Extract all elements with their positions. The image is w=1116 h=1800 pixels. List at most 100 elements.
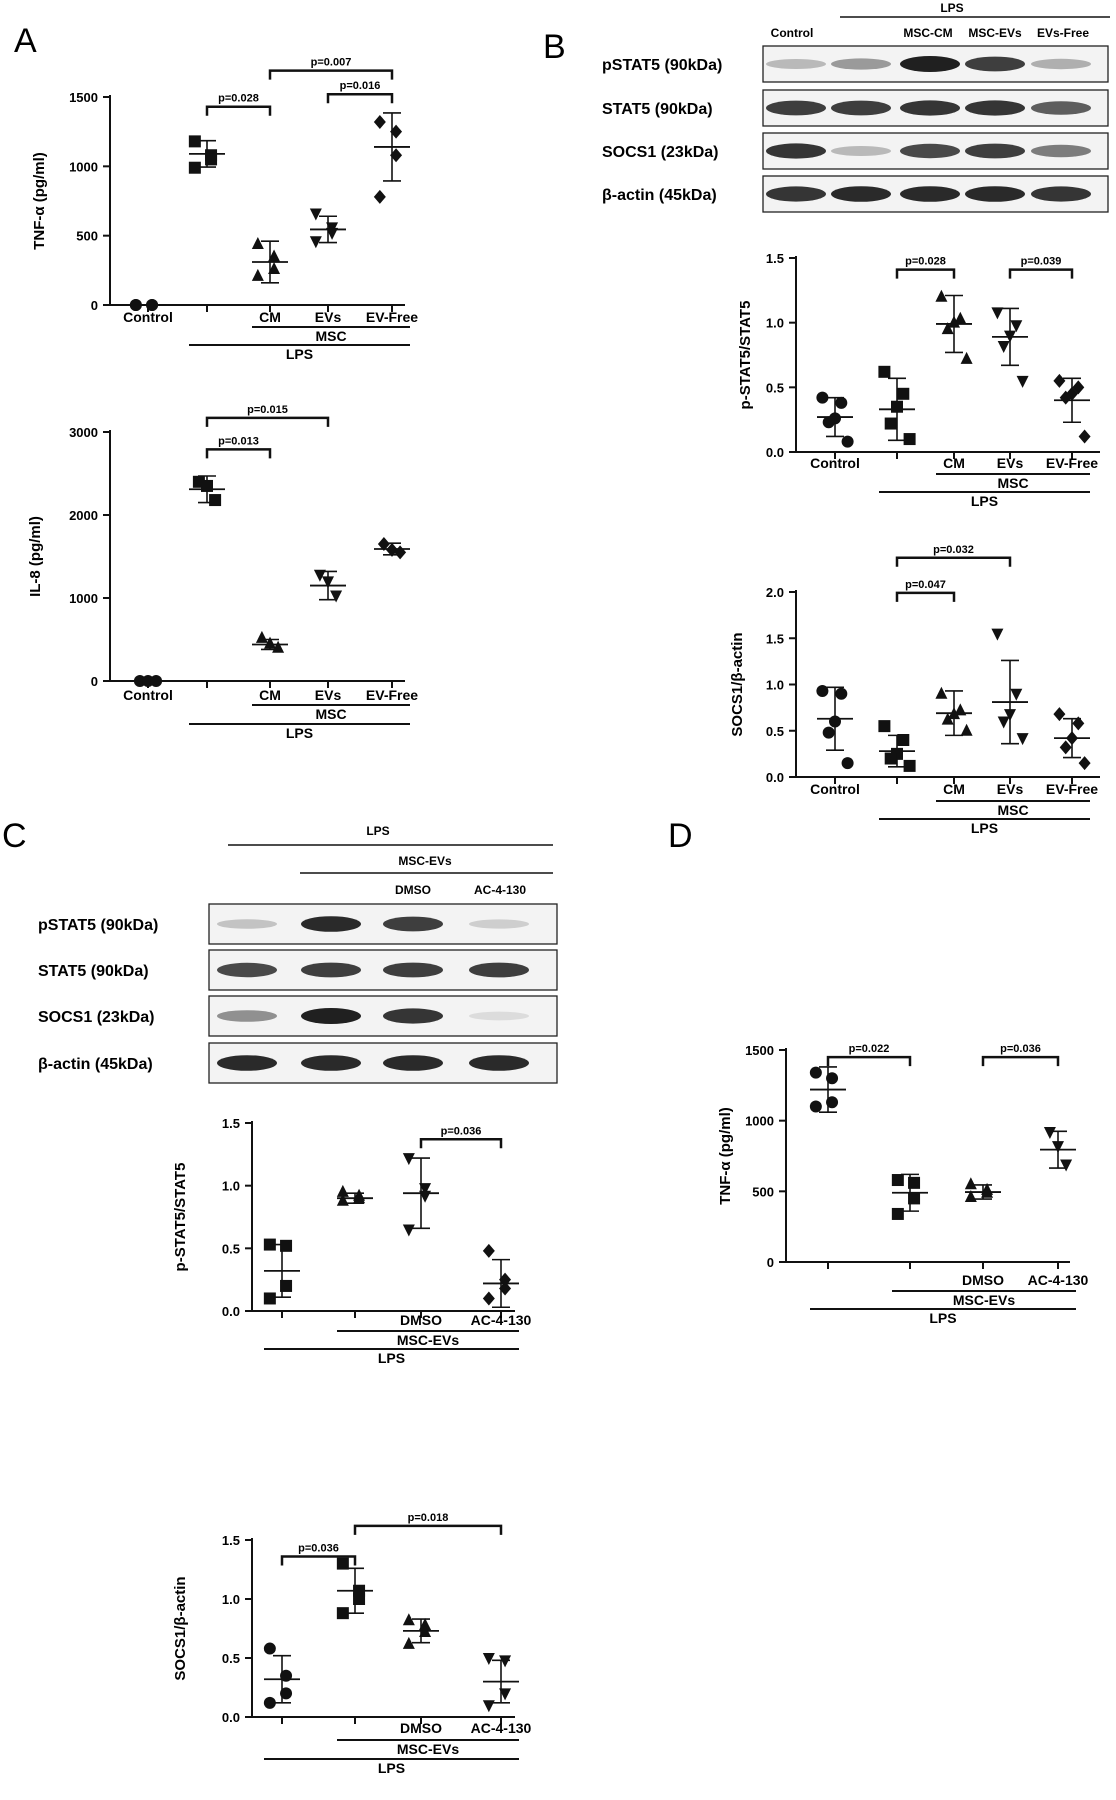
data-point [251, 268, 264, 281]
blot-band [1031, 186, 1091, 202]
data-point [499, 1281, 512, 1296]
y-axis-label: TNF-α (pg/ml) [717, 1107, 734, 1205]
data-point [878, 720, 891, 733]
blot-b-header: LPS Control MSC-CM MSC-EVs EVs-Free [771, 1, 1110, 40]
p-value-label: p=0.047 [905, 579, 946, 591]
significance-bracket [205, 448, 272, 459]
lps-header: LPS [366, 824, 389, 838]
group-3 [1040, 1126, 1076, 1172]
data-point [948, 315, 960, 328]
data-point [954, 311, 967, 324]
data-point [353, 1191, 366, 1204]
group-0 [816, 391, 854, 448]
y-tick-label: 0.5 [766, 724, 784, 739]
blot-band [217, 1055, 277, 1071]
data-point [997, 716, 1010, 729]
blot-band [469, 919, 529, 929]
treatment-label: MSC [315, 328, 346, 344]
blot-band [383, 916, 443, 932]
data-point [419, 1617, 432, 1630]
x-group-label: Control [810, 781, 860, 797]
panel-label-b: B [543, 28, 566, 66]
data-point [150, 675, 163, 687]
blot-band [900, 143, 960, 159]
lane-label: MSC-CM [903, 26, 952, 40]
data-point [419, 1625, 432, 1638]
y-tick-label: 1.0 [766, 678, 784, 693]
data-point [263, 1696, 276, 1709]
data-point [1016, 375, 1029, 388]
blot-band [383, 962, 443, 978]
blot-band [831, 100, 891, 116]
data-point [482, 1243, 495, 1258]
p-value-label: p=0.028 [905, 256, 946, 268]
group-0 [816, 684, 854, 770]
blot-row [208, 1042, 558, 1084]
data-point [835, 687, 848, 700]
data-point [960, 351, 973, 364]
data-point [209, 494, 222, 507]
data-point [809, 1100, 822, 1113]
data-point [402, 1613, 415, 1626]
blot-row-label: STAT5 (90kDa) [602, 101, 713, 118]
group-3 [310, 569, 346, 603]
y-tick-label: 1.5 [766, 251, 784, 266]
y-tick-label: 3000 [69, 425, 98, 440]
y-tick-label: 0.0 [222, 1710, 240, 1725]
data-point [280, 1239, 293, 1252]
y-tick-label: 0.5 [222, 1241, 240, 1256]
blot-band [217, 962, 277, 978]
y-tick-label: 1.5 [766, 631, 784, 646]
group-4 [374, 537, 410, 560]
y-tick-label: 0 [767, 1255, 774, 1270]
x-group-label: EVs [997, 781, 1024, 797]
panel-label-d: D [668, 817, 693, 855]
blot-band [469, 1055, 529, 1071]
msc-evs-header: MSC-EVs [398, 854, 452, 868]
blot-band [217, 1010, 277, 1022]
data-point [908, 1176, 921, 1189]
data-point [935, 289, 948, 302]
y-tick-label: 0.5 [766, 380, 784, 395]
data-point [336, 1193, 349, 1206]
data-point [822, 416, 835, 429]
p-value-label: p=0.028 [218, 93, 259, 105]
blot-row [762, 175, 1109, 213]
data-point [935, 686, 948, 699]
data-point [884, 752, 897, 765]
data-point [903, 759, 916, 772]
significance-bracket [280, 1555, 357, 1566]
group-2 [964, 1177, 1001, 1202]
blot-row [762, 132, 1109, 170]
data-point [1043, 1126, 1056, 1139]
significance-bracket [895, 556, 1012, 567]
data-point [991, 628, 1004, 641]
y-axis-label: p-STAT5/STAT5 [737, 301, 754, 410]
y-axis-label: SOCS1/β-actin [172, 1576, 189, 1680]
blot-row [762, 45, 1109, 83]
data-point [309, 208, 322, 221]
data-point [326, 227, 339, 240]
blot-row-label: β-actin (45kDa) [38, 1056, 153, 1073]
group-3 [482, 1653, 519, 1713]
group-0 [263, 1642, 300, 1709]
data-point [891, 400, 903, 413]
significance-bracket [981, 1055, 1060, 1067]
data-point [263, 1642, 276, 1655]
p-value-label: p=0.036 [441, 1125, 482, 1137]
data-point [373, 189, 386, 204]
data-point [954, 703, 967, 716]
data-point [336, 1557, 349, 1570]
data-point [1016, 733, 1029, 746]
blot-band [1031, 58, 1091, 70]
data-point [482, 1653, 495, 1665]
blot-band [469, 1011, 529, 1021]
chart-a2: 0 1000 2000 3000 IL-8 (pg/ml) Control CM EVs EV-… [27, 404, 418, 741]
group-2 [402, 1613, 439, 1649]
treatment-label: LPS [929, 1310, 956, 1326]
data-point [1066, 731, 1078, 746]
data-point [390, 148, 403, 163]
p-value-label: p=0.022 [849, 1043, 890, 1055]
p-value-label: p=0.018 [408, 1512, 449, 1524]
data-point [903, 433, 916, 446]
